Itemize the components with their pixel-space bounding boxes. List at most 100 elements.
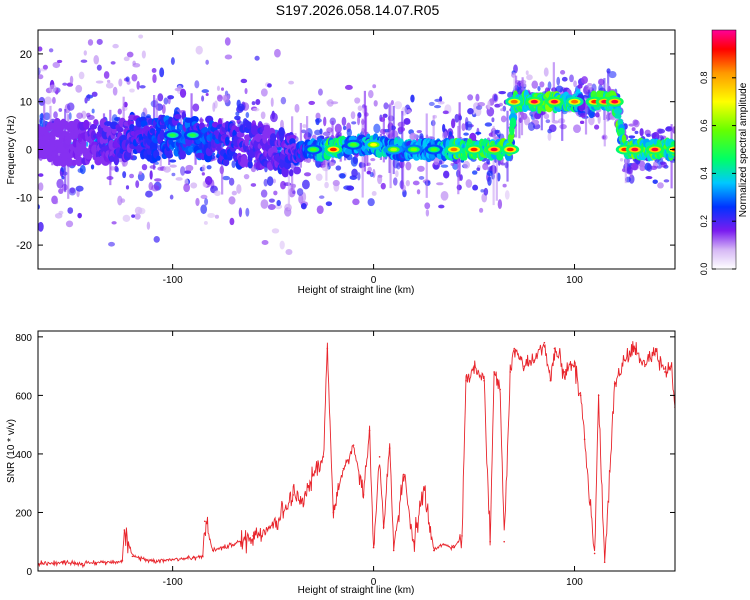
spectrogram-speck [451,118,456,129]
spectrogram-speck [323,116,327,127]
spectrogram-speck [318,88,323,96]
spectrogram-speck [438,204,445,209]
spectrogram-speck [68,187,77,196]
spectrogram-speck [214,214,220,219]
ridge-speck [94,156,103,166]
spectrogram-speck [463,132,469,136]
spectrogram-speck [646,133,652,138]
spectrogram-speck [96,64,102,71]
x-tick-label: 100 [566,577,583,588]
spectrogram-speck [314,118,322,123]
ridge-core [550,99,558,104]
spectrogram-speck [351,168,358,178]
spectrogram-speck [245,207,250,217]
spectrogram-speck [170,57,175,65]
snr-point [543,341,546,344]
spectrogram-speck [76,112,84,119]
snr-point [388,447,391,449]
spectrogram-speck [131,73,138,82]
spectrogram-speck [543,67,549,77]
snr-point [232,543,234,546]
ridge-speck [159,129,165,141]
snr-point [123,529,126,531]
spectrogram-speck [288,187,296,198]
spectrogram-speck [556,76,561,86]
snr-point [423,488,425,490]
spectrogram-speck [224,54,233,60]
spectrogram-speck [484,122,493,127]
spectrogram-speck [325,201,333,207]
snr-point [392,549,395,552]
spectrogram-speck [439,96,443,103]
spectrogram-streak [561,95,564,141]
spectrogram-speck [500,115,507,123]
spectrogram-speck [204,198,209,206]
ridge-speck [99,118,107,129]
spectrogram-speck [131,214,136,218]
spectrogram-speck [48,84,57,93]
spectrogram-speck [111,221,117,225]
colorbar-gradient [711,29,737,270]
spectrogram-speck [440,164,449,168]
spectrogram-speck [169,194,174,200]
snr-point [593,552,596,555]
spectrogram-speck [296,188,304,196]
spectrogram-speck [672,126,675,134]
spectrogram-streak [584,97,588,135]
spectrogram-speck [38,46,43,52]
spectrogram-speck [54,212,63,219]
snr-point [326,347,329,350]
spectrogram-speck [151,68,157,73]
spectrogram-speck [301,192,307,202]
spectrogram-speck [157,166,166,171]
snr-point [101,561,104,564]
snr-series-line [38,341,675,569]
spectrogram-speck [598,78,605,86]
spectrogram-streak [540,93,543,131]
spectrogram-speck [154,161,159,165]
snr-point [292,494,295,496]
spectrogram-speck [271,228,280,234]
spectrogram-speck [195,197,200,207]
spectrogram-speck [327,99,334,107]
snr-point [603,561,606,564]
spectrogram-speck [395,170,399,178]
spectrogram-speck [75,84,83,93]
spectrogram-speck [476,167,481,171]
spectrogram-speck [159,67,165,78]
spectrogram-speck [201,95,205,102]
spectrogram-speck [267,204,276,211]
spectrogram-speck [569,74,574,83]
spectrogram-speck [498,90,506,95]
spectrogram-speck [502,105,507,112]
ridge-speck [344,147,354,155]
spectrogram-streak [325,149,328,181]
colorbar-ticks: 0.0 0.2 0.4 0.6 0.8 [699,72,736,275]
ridge-core [506,147,514,152]
spectrogram-speck [139,85,146,89]
spectrogram-speck [268,198,275,203]
ridge-speck [149,128,156,134]
spectrogram-streak [603,94,606,147]
ridge-speck [159,124,165,130]
spectrogram-streak [518,92,521,139]
spectrogram-speck [631,127,636,132]
snr-point [282,511,284,514]
spectrogram-speck [44,96,52,105]
spectrogram-speck [487,100,491,110]
snr-point [473,365,475,367]
spectrogram-speck [433,164,440,170]
ridge-speck [190,115,199,124]
spectrogram-speck [500,108,504,112]
ridge-core [189,133,197,137]
spectrogram-speck [175,177,183,181]
spectrogram-speck [434,104,442,109]
spectrogram-speck [261,239,269,245]
spectrogram-speck [454,113,460,123]
snr-point [644,365,646,367]
snr-point [352,444,355,446]
spectrogram-speck [346,128,353,137]
spectrogram-speck [442,110,449,115]
snr-point [563,371,566,373]
spectrogram-speck [276,199,281,207]
